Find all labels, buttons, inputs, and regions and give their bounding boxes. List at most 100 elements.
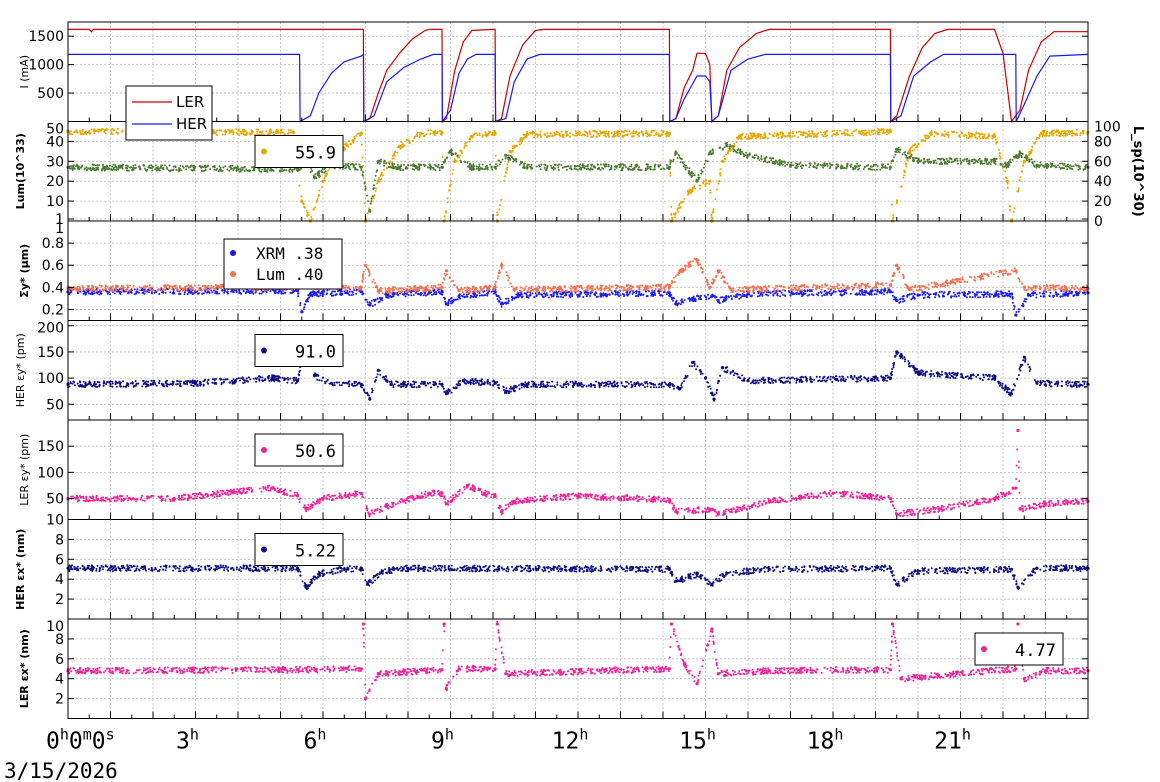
noise-point: [990, 158, 993, 161]
noise-point: [343, 143, 346, 146]
noise-point: [903, 151, 906, 154]
noise-point: [526, 130, 529, 133]
data-point: [667, 131, 672, 135]
noise-point: [968, 159, 971, 162]
noise-point: [491, 134, 494, 137]
noise-point: [230, 168, 233, 171]
noise-point: [585, 168, 588, 170]
noise-point: [512, 147, 514, 150]
noise-point: [223, 130, 226, 133]
noise-point: [807, 133, 809, 136]
noise-point: [478, 134, 481, 136]
noise-point: [543, 132, 546, 135]
noise-point: [317, 295, 320, 298]
noise-point: [366, 301, 369, 304]
noise-point: [150, 164, 153, 167]
noise-point: [486, 294, 489, 297]
noise-point: [345, 143, 348, 146]
noise-point: [552, 293, 555, 295]
noise-point: [384, 293, 387, 296]
noise-point: [1022, 304, 1025, 307]
noise-point: [716, 188, 719, 191]
noise-point: [189, 292, 192, 294]
noise-point: [658, 292, 661, 295]
noise-point: [545, 169, 548, 171]
noise-point: [473, 132, 476, 135]
noise-point: [370, 197, 373, 200]
noise-point: [916, 144, 919, 147]
noise-point: [1041, 135, 1044, 138]
noise-point: [599, 132, 602, 135]
noise-point: [498, 208, 501, 211]
noise-point: [387, 294, 390, 297]
noise-point: [935, 292, 938, 294]
noise-point: [998, 152, 1001, 155]
noise-point: [310, 291, 313, 294]
noise-point: [356, 132, 359, 135]
noise-point: [1079, 132, 1082, 135]
noise-point: [649, 165, 652, 168]
noise-point: [958, 292, 961, 295]
noise-point: [776, 294, 779, 296]
noise-point: [599, 130, 602, 133]
noise-point: [448, 276, 451, 279]
noise-point: [586, 135, 589, 137]
noise-point: [983, 133, 986, 136]
noise-point: [670, 206, 673, 208]
noise-point: [569, 135, 572, 138]
noise-point: [876, 133, 879, 135]
noise-point: [429, 164, 432, 167]
noise-point: [581, 134, 583, 137]
noise-point: [557, 169, 560, 171]
noise-point: [934, 296, 936, 299]
noise-point: [666, 130, 669, 133]
noise-point: [726, 145, 729, 148]
noise-point: [582, 163, 584, 166]
noise-point: [403, 163, 405, 166]
noise-point: [549, 294, 552, 296]
noise-point: [433, 134, 436, 137]
noise-point: [279, 131, 282, 134]
noise-point: [551, 134, 554, 137]
noise-point: [226, 168, 229, 171]
noise-point: [381, 174, 384, 177]
noise-point: [522, 165, 525, 168]
noise-point: [413, 168, 416, 171]
noise-point: [256, 130, 259, 133]
noise-point: [983, 291, 986, 294]
noise-point: [608, 293, 611, 295]
noise-point: [630, 165, 633, 168]
noise-point: [240, 169, 243, 172]
noise-point: [657, 165, 660, 168]
noise-point: [531, 292, 534, 295]
noise-point: [990, 293, 993, 296]
noise-point: [775, 134, 778, 137]
noise-point: [438, 130, 441, 133]
noise-point: [102, 165, 105, 168]
noise-point: [397, 294, 400, 297]
noise-point: [202, 166, 205, 169]
noise-point: [1060, 132, 1063, 135]
noise-point: [546, 135, 549, 138]
noise-point: [812, 166, 815, 168]
noise-point: [243, 130, 246, 133]
noise-point: [791, 135, 794, 138]
noise-point: [242, 290, 245, 293]
noise-point: [1006, 182, 1009, 185]
noise-point: [995, 138, 997, 141]
noise-point: [929, 293, 932, 296]
noise-point: [475, 165, 478, 168]
noise-point: [686, 166, 689, 169]
noise-point: [491, 131, 494, 134]
noise-point: [732, 145, 735, 148]
noise-point: [790, 161, 793, 164]
noise-point: [112, 129, 115, 132]
noise-point: [142, 291, 145, 294]
noise-point: [246, 132, 249, 135]
noise-point: [732, 148, 735, 151]
noise-point: [902, 298, 905, 300]
noise-point: [499, 161, 502, 164]
noise-point: [988, 295, 991, 298]
noise-point: [1033, 165, 1036, 168]
noise-point: [912, 295, 915, 298]
